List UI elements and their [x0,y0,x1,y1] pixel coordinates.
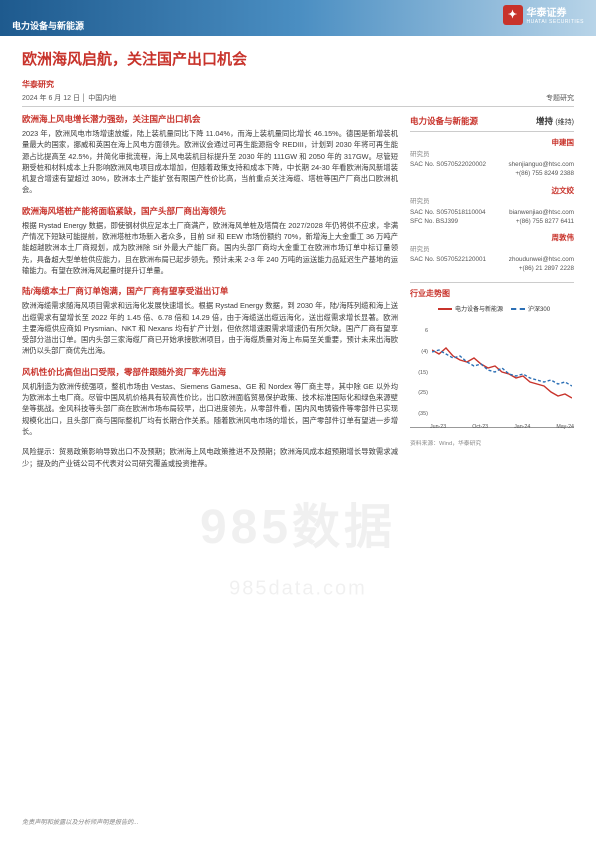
analyst-name: 边文姣 [410,186,574,197]
section: 陆/海缆本土厂商订单饱满，国产厂商有望享受溢出订单欧洲海缆需求随海风项目需求和远… [22,285,398,356]
y-tick: 6 [410,328,428,334]
logo: ✦ 华泰证券 HUATAI SECURITIES [503,4,585,25]
x-tick: Oct-23 [472,424,488,430]
section-body: 风机制造为欧洲传统强项，整机市场由 Vestas、Siemens Gamesa、… [22,381,398,437]
rating-value: 增持 (维持) [536,115,574,127]
y-tick: (4) [410,349,428,355]
analyst-block: 边文姣研究员 SAC No. S0570518110004 bianwenjiao@… [410,186,574,227]
analyst-sac: SAC No. S0570522120001 [410,256,486,265]
analyst-block: 周敦伟研究员 SAC No. S0570522120001 zhoudunwei@h… [410,233,574,274]
rating-box: 电力设备与新能源 增持 (维持) [410,113,574,132]
analyst-email: shenjianguo@htsc.com [508,161,574,170]
legend-1: 电力设备与新能源 [455,304,503,313]
section-title: 欧洲海风塔桩产能将面临紧缺，国产头部厂商出海领先 [22,205,398,217]
date-label: 2024 年 6 月 12 日 │ 中国内地 [22,93,116,103]
main-content: 欧洲海上风电增长潜力强劲，关注国产出口机会 2023 年，欧洲风电市场增速放缓，陆… [22,113,398,478]
divider [22,106,574,107]
section: 风险提示：贸易政策影响导致出口不及预期；欧洲海上风电政策推进不及预期；欧洲海风成… [22,446,398,469]
analyst-role: 研究员 [410,197,574,206]
x-tick: May-24 [556,424,574,430]
section-title: 欧洲海上风电增长潜力强劲，关注国产出口机会 [22,113,398,125]
report-type: 专题研究 [546,93,574,103]
y-tick: (25) [410,390,428,396]
watermark: 985数据 [200,487,396,557]
analyst-sac: SAC No. S0570522020002 [410,161,486,170]
section-title: 陆/海缆本土厂商订单饱满，国产厂商有望享受溢出订单 [22,285,398,297]
analyst-name: 申建国 [410,138,574,149]
analyst-phone: +(86) 755 8249 2388 [515,170,574,179]
logo-en: HUATAI SECURITIES [527,19,585,25]
section-body: 欧洲海缆需求随海风项目需求和远海化发展快速增长。根据 Rystad Energy… [22,300,398,356]
section: 欧洲海上风电增长潜力强劲，关注国产出口机会 2023 年，欧洲风电市场增速放缓，陆… [22,113,398,196]
section-title: 风机性价比高但出口受限，零部件跟随外资厂率先出海 [22,366,398,378]
chart-source: 资料来源：Wind，华泰研究 [410,438,574,447]
analyst-sac: SAC No. S0570518110004 [410,209,486,218]
analyst-phone: +(86) 21 2897 2228 [519,265,574,274]
analyst-name: 周敦伟 [410,233,574,244]
analyst-role: 研究员 [410,245,574,254]
section-body: 风险提示：贸易政策影响导致出口不及预期；欧洲海上风电政策推进不及预期；欧洲海风成… [22,446,398,469]
sidebar: 电力设备与新能源 增持 (维持) 申建国研究员SAC No. S05705220… [410,113,574,478]
analyst-sfc: SFC No. BSJ399 [410,218,458,227]
analyst-email: zhoudunwei@htsc.com [509,256,574,265]
analyst-phone: +(86) 755 8277 6411 [516,218,574,227]
category-label: 电力设备与新能源 [12,19,84,32]
watermark-sub: 985data.com [229,578,367,601]
section-body: 2023 年，欧洲风电市场增速放缓，陆上装机量同比下降 11.04%，而海上装机… [22,128,398,196]
analyst-block: 申建国研究员 SAC No. S0570522020002 shenjianguo@… [410,138,574,179]
y-tick: (15) [410,370,428,376]
section: 欧洲海风塔桩产能将面临紧缺，国产头部厂商出海领先根据 Rystad Energy… [22,205,398,276]
rating-sector: 电力设备与新能源 [410,115,478,127]
legend-2: 沪深300 [528,304,550,313]
logo-cn: 华泰证券 [527,4,585,19]
chart-title: 行业走势图 [410,282,574,299]
logo-mark: ✦ [503,5,523,25]
chart: 电力设备与新能源 沪深300 6 (4) (15) (25) (35) Jun-23 Oc… [410,304,574,428]
footer-disclaimer: 免责声明和披露以及分析师声明是报告的... [22,817,574,826]
x-tick: Jan-24 [514,424,530,430]
section: 风机性价比高但出口受限，零部件跟随外资厂率先出海风机制造为欧洲传统强项，整机市场… [22,366,398,437]
analyst-role: 研究员 [410,150,574,159]
page-title: 欧洲海风启航，关注国产出口机会 [22,48,574,69]
analyst-email: bianwenjiao@htsc.com [509,209,574,218]
y-tick: (35) [410,411,428,417]
x-tick: Jun-23 [430,424,446,430]
source-label: 华泰研究 [22,79,54,90]
section-body: 根据 Rystad Energy 数据，即使钢材供应足本土厂商满产，欧洲海风单桩… [22,220,398,276]
